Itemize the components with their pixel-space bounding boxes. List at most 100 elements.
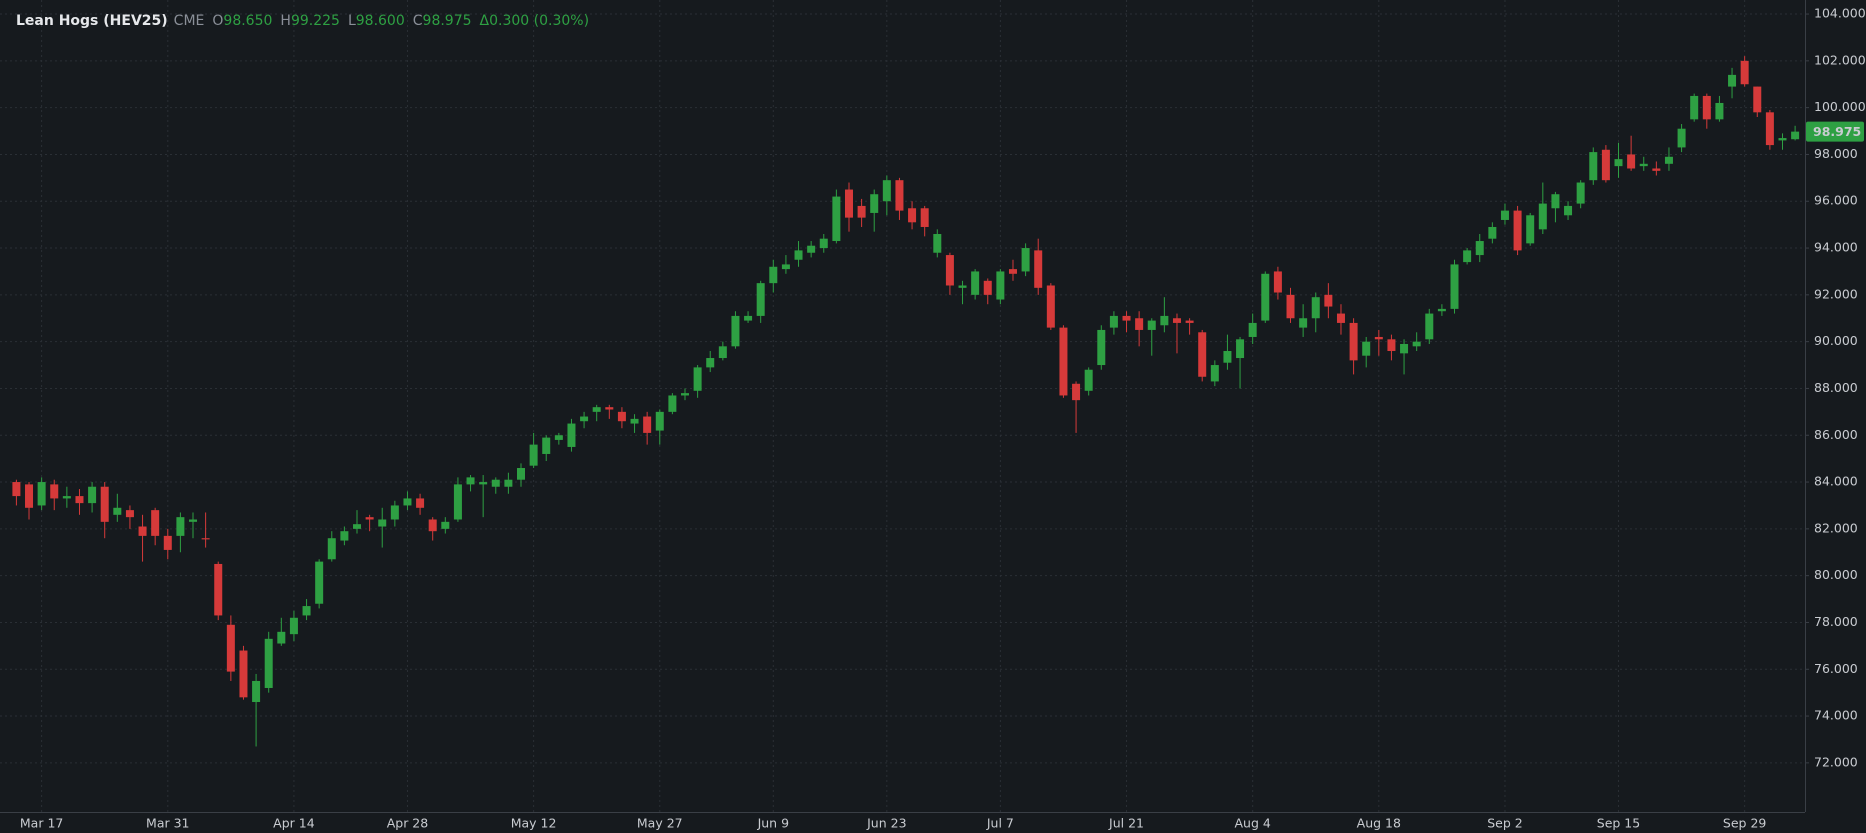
candle-body: [706, 358, 715, 368]
candle-body: [1778, 138, 1787, 141]
candle-body: [794, 250, 803, 260]
candle-body: [1576, 182, 1585, 204]
y-tick-label: 94.000: [1814, 240, 1858, 255]
candle-body: [302, 606, 311, 616]
candle-body: [680, 393, 689, 396]
exchange: CME: [174, 13, 205, 29]
candle-body: [1526, 215, 1535, 244]
candle-body: [441, 521, 450, 529]
y-tick-label: 76.000: [1814, 661, 1858, 676]
candle-body: [1299, 318, 1308, 328]
x-tick-label: Jun 23: [866, 816, 906, 831]
candle-body: [466, 477, 475, 485]
candle-body: [945, 255, 954, 286]
readout-value: 99.225: [291, 13, 340, 29]
candle-body: [567, 423, 576, 447]
y-tick-label: 74.000: [1814, 708, 1858, 723]
y-tick-label: 86.000: [1814, 427, 1858, 442]
candle-body: [807, 245, 816, 253]
candle-body: [453, 484, 462, 520]
candle-body: [1690, 95, 1699, 120]
candle-body: [151, 510, 160, 536]
candle-body: [289, 617, 298, 635]
candle-body: [88, 486, 97, 504]
candle-body: [163, 535, 172, 550]
change: Δ0.300 (0.30%): [480, 13, 590, 29]
candle-body: [895, 180, 904, 211]
candle-body: [1349, 322, 1358, 361]
candle-body: [125, 510, 134, 518]
candle-body: [996, 271, 1005, 300]
y-tick-label: 90.000: [1814, 333, 1858, 348]
candle-body: [201, 538, 210, 540]
candle-body: [1034, 250, 1043, 288]
axis-labels: 72.000 74.000 76.000 78.000 80.000 82.000 84.0…: [20, 6, 1866, 831]
candle-body: [744, 315, 753, 321]
candle-body: [580, 416, 589, 422]
candle-body: [529, 444, 538, 466]
readout-key: O: [212, 13, 223, 29]
candle-body: [1753, 86, 1762, 113]
candle-body: [718, 346, 727, 359]
candle-body: [971, 271, 980, 295]
candle-body: [908, 208, 917, 223]
instrument-title: Lean Hogs (HEV25): [16, 13, 168, 29]
candle-body: [239, 650, 248, 698]
readout-key: H: [280, 13, 291, 29]
candle-body: [214, 563, 223, 616]
candle-body: [731, 315, 740, 347]
candle-body: [1135, 318, 1144, 330]
candle-body: [920, 208, 929, 227]
x-tick-label: May 27: [637, 816, 683, 831]
candle-body: [1677, 128, 1686, 148]
candle-body: [390, 505, 399, 520]
candle-body: [756, 283, 765, 316]
y-tick-label: 82.000: [1814, 520, 1858, 535]
candle-body: [1273, 271, 1282, 293]
candle-body: [264, 638, 273, 688]
candle-body: [37, 482, 46, 506]
candle-body: [1248, 322, 1257, 337]
candle-body: [1564, 205, 1573, 216]
candle-body: [870, 194, 879, 213]
x-tick-label: May 12: [511, 816, 557, 831]
candle-body: [1374, 336, 1383, 340]
candle-body: [1236, 339, 1245, 359]
candle-body: [176, 517, 185, 536]
candle-body: [189, 519, 198, 522]
candle-body: [353, 524, 362, 529]
candle-body: [1601, 149, 1610, 181]
candle-body: [983, 280, 992, 295]
candle-body: [1437, 308, 1446, 312]
candle-body: [832, 196, 841, 242]
candle-body: [504, 479, 513, 487]
candle-body: [1160, 315, 1169, 326]
y-tick-label: 92.000: [1814, 286, 1858, 301]
candle-body: [416, 498, 425, 508]
y-tick-label: 104.000: [1814, 6, 1866, 21]
candle-body: [491, 479, 500, 487]
candle-body: [1450, 264, 1459, 309]
candle-body: [844, 189, 853, 218]
readout-value: 98.975: [423, 13, 472, 29]
candle-body: [403, 498, 412, 506]
grid: [0, 0, 1805, 812]
candle-body: [1097, 329, 1106, 366]
candle-body: [958, 285, 967, 288]
candle-body: [1500, 210, 1509, 220]
readout-key: C: [413, 13, 423, 29]
candle-body: [668, 395, 677, 412]
candle-body: [554, 435, 563, 440]
x-tick-label: Mar 31: [146, 816, 189, 831]
candle-body: [1059, 327, 1068, 396]
x-tick-label: Apr 14: [273, 816, 315, 831]
candle-body: [1185, 320, 1194, 323]
candle-body: [1387, 339, 1396, 352]
candle-body: [517, 468, 525, 480]
candle-body: [378, 519, 387, 527]
x-tick-label: Aug 18: [1357, 816, 1401, 831]
candle-body: [1008, 269, 1017, 274]
x-tick-label: Sep 29: [1723, 816, 1766, 831]
